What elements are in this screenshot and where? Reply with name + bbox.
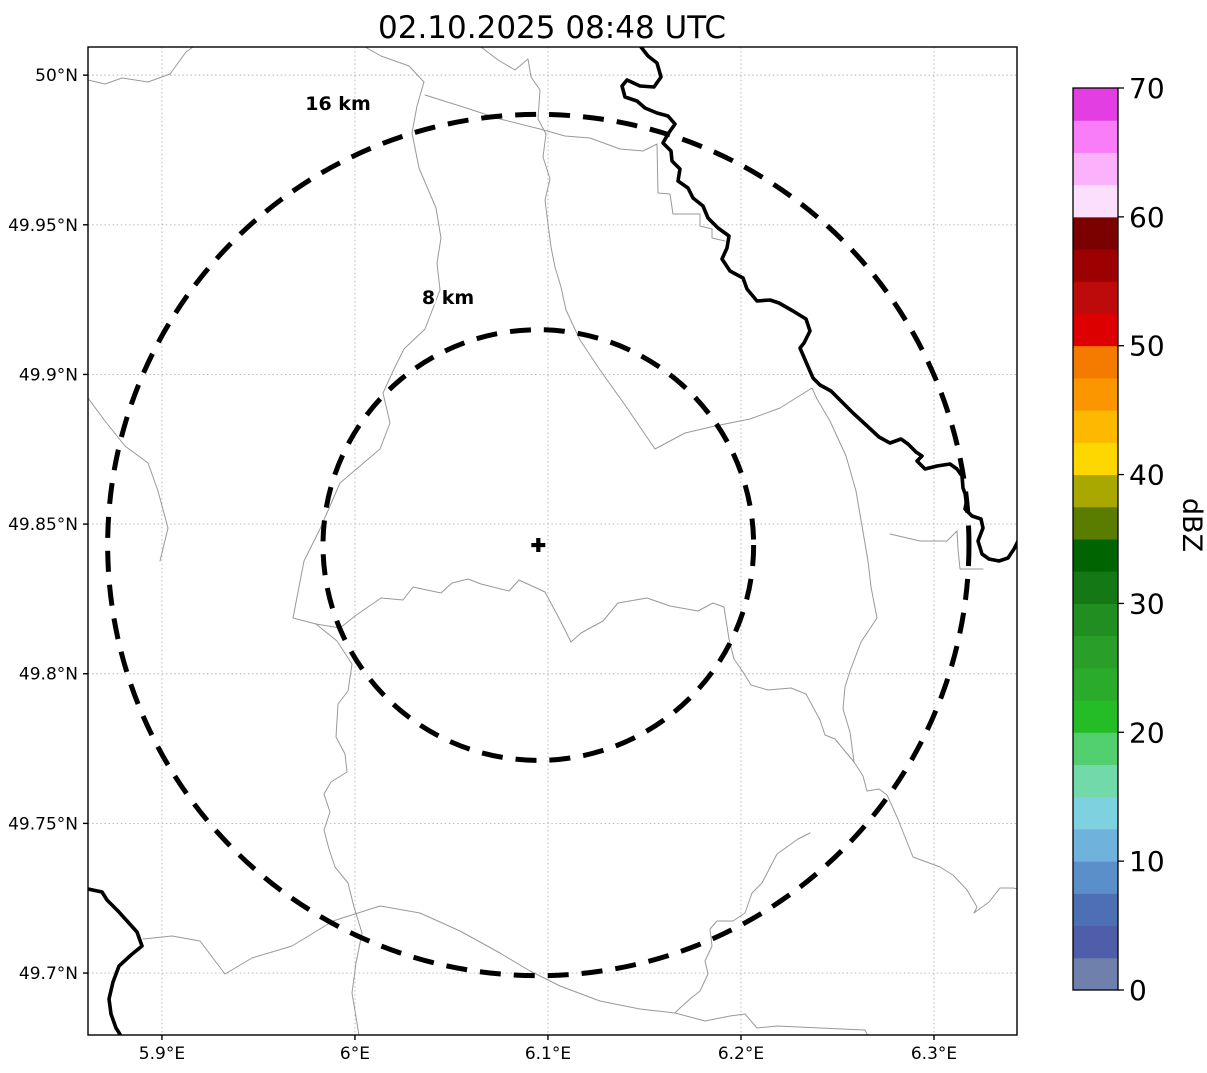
colorbar-segment bbox=[1073, 281, 1118, 314]
map-axes-frame: 5.9°E 6°E 6.1°E 6.2°E 6.3°E 50°N 49.95°N 49.9°N… bbox=[8, 46, 1018, 1064]
admin-boundary-lines bbox=[88, 47, 1017, 1035]
colorbar-tick-label: 70 bbox=[1129, 72, 1165, 105]
colorbar-segment bbox=[1073, 957, 1118, 991]
colorbar-segment bbox=[1073, 861, 1118, 894]
colorbar-tick-label: 30 bbox=[1129, 587, 1165, 620]
plot-title: 02.10.2025 08:48 UTC bbox=[378, 10, 726, 46]
range-ring-circles bbox=[105, 111, 972, 979]
colorbar-segment bbox=[1073, 88, 1118, 121]
colorbar-tick-label: 60 bbox=[1129, 201, 1165, 234]
range-ring-label-16km: 16 km bbox=[305, 93, 371, 115]
admin-boundary-line bbox=[142, 905, 869, 1035]
colorbar-segment bbox=[1073, 184, 1118, 218]
range-ring-labels: 8 km 16 km bbox=[303, 91, 476, 311]
y-tick-label: 49.8°N bbox=[19, 665, 78, 685]
admin-boundary-line bbox=[292, 47, 442, 1035]
admin-boundary-line bbox=[88, 397, 169, 562]
plot-border bbox=[87, 46, 1018, 1036]
admin-boundary-line bbox=[674, 832, 811, 1014]
y-tick-label: 49.7°N bbox=[19, 964, 78, 984]
colorbar-tick-label: 10 bbox=[1129, 845, 1165, 878]
range-ring-16km bbox=[105, 111, 972, 979]
colorbar-segment bbox=[1073, 539, 1118, 572]
colorbar-segment bbox=[1073, 828, 1118, 862]
colorbar-tick-label: 0 bbox=[1129, 974, 1147, 1007]
x-tick-label: 5.9°E bbox=[139, 1044, 185, 1064]
colorbar-axis-label: dBZ bbox=[1176, 498, 1207, 552]
colorbar-segment bbox=[1073, 216, 1118, 250]
colorbar-segment bbox=[1073, 410, 1118, 443]
radar-site-plus-icon bbox=[531, 538, 546, 553]
colorbar-tick-label: 40 bbox=[1129, 459, 1165, 492]
country-border-line bbox=[88, 887, 144, 1035]
x-tick-label: 6.2°E bbox=[718, 1044, 764, 1064]
colorbar-segment bbox=[1073, 700, 1118, 733]
admin-boundary-line bbox=[315, 578, 1017, 914]
colorbar-segment bbox=[1073, 764, 1118, 798]
colorbar-segment bbox=[1073, 732, 1118, 765]
colorbar-segment bbox=[1073, 571, 1118, 604]
colorbar-segment bbox=[1073, 603, 1118, 637]
colorbar-segment bbox=[1073, 893, 1118, 927]
colorbar-segment bbox=[1073, 442, 1118, 476]
colorbar-segment bbox=[1073, 796, 1118, 830]
admin-boundary-line bbox=[889, 530, 984, 570]
colorbar-segment bbox=[1073, 667, 1118, 701]
y-tick-label: 49.95°N bbox=[8, 216, 78, 236]
colorbar-segment bbox=[1073, 506, 1118, 540]
x-tick-label: 6.3°E bbox=[911, 1044, 957, 1064]
colorbar-segment bbox=[1073, 152, 1118, 186]
colorbar-segment bbox=[1073, 635, 1118, 669]
range-ring-label-8km: 8 km bbox=[422, 287, 474, 309]
admin-boundary-line bbox=[88, 47, 194, 85]
y-tick-label: 49.85°N bbox=[8, 515, 78, 535]
colorbar-segment bbox=[1073, 313, 1118, 347]
country-border-lines bbox=[88, 47, 1017, 1035]
x-tick-label: 6.1°E bbox=[525, 1044, 571, 1064]
colorbar-outline bbox=[1072, 87, 1119, 991]
colorbar-segment bbox=[1073, 377, 1118, 411]
x-tick-label: 6°E bbox=[340, 1044, 370, 1064]
colorbar-tick-label: 50 bbox=[1129, 330, 1165, 363]
colorbar-tick-label: 20 bbox=[1129, 716, 1165, 749]
country-border-line bbox=[620, 47, 1017, 563]
radar-site-marker bbox=[531, 538, 546, 553]
colorbar-segment bbox=[1073, 474, 1118, 508]
y-tick-label: 49.75°N bbox=[8, 814, 78, 834]
colorbar-segment bbox=[1073, 345, 1118, 379]
y-tick-label: 49.9°N bbox=[19, 365, 78, 385]
y-tick-label: 50°N bbox=[35, 66, 78, 86]
admin-boundary-line bbox=[480, 47, 878, 763]
admin-boundary-line bbox=[424, 94, 726, 242]
colorbar-segment bbox=[1073, 249, 1118, 282]
colorbar: 0 10 20 30 40 50 60 70 dBZ bbox=[1072, 72, 1207, 1007]
range-ring-8km bbox=[320, 327, 757, 763]
colorbar-segment bbox=[1073, 925, 1118, 959]
colorbar-segment bbox=[1073, 120, 1118, 153]
